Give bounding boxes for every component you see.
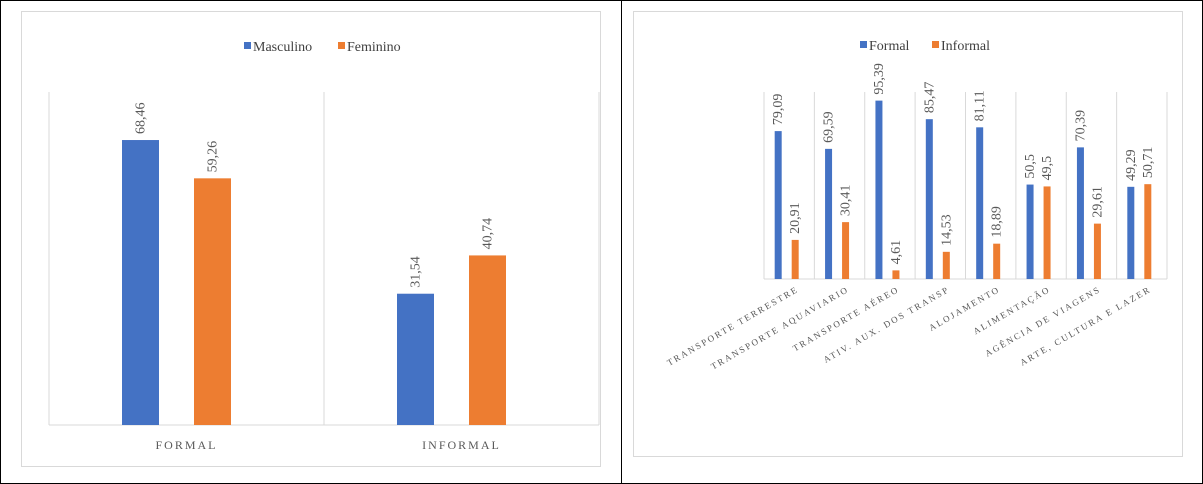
bar-informal	[842, 222, 850, 279]
bar-informal	[942, 251, 950, 279]
bar-feminino	[194, 178, 231, 425]
gender-formality-chart: Masculino Feminino 68,46 59,26 FORMAL 31,54 40…	[48, 40, 600, 452]
legend-label-informal: Informal	[941, 39, 990, 54]
bar-informal	[892, 270, 900, 279]
bar-formal	[774, 131, 782, 279]
category-label: FORMAL	[155, 438, 217, 452]
right-chart-area: Formal Informal 79,09 20,91 TRANSPORTE TERRE…	[633, 11, 1183, 457]
data-label: 29,61	[1090, 186, 1105, 218]
bar-informal	[1093, 223, 1101, 279]
bar-formal	[976, 127, 984, 279]
bar-masculino	[397, 293, 434, 425]
legend-swatch-informal	[932, 41, 939, 48]
data-label: 18,89	[990, 206, 1005, 238]
data-label: 31,54	[409, 256, 424, 288]
data-label: 79,09	[771, 94, 786, 126]
data-label: 20,91	[788, 202, 803, 234]
legend-label-formal: Formal	[869, 39, 910, 54]
left-chart-area: Masculino Feminino 68,46 59,26 FORMAL 31,54 40…	[21, 11, 601, 467]
bar-masculino	[122, 140, 159, 425]
bar-formal	[1076, 147, 1084, 279]
data-label: 4,61	[889, 240, 904, 265]
bar-informal	[791, 239, 799, 279]
legend-swatch-masculino	[244, 42, 251, 49]
legend-swatch-feminino	[338, 42, 345, 49]
data-label: 68,46	[134, 103, 149, 135]
bar-formal	[875, 100, 883, 279]
bar-informal	[1043, 186, 1051, 279]
bar-formal	[1127, 186, 1135, 279]
bar-formal	[1026, 184, 1034, 279]
data-label: 69,59	[822, 111, 837, 143]
bar-feminino	[469, 255, 506, 425]
data-label: 40,74	[481, 218, 496, 250]
data-label: 50,5	[1023, 154, 1038, 179]
legend-label-feminino: Feminino	[347, 40, 401, 55]
left-table-cell: Masculino Feminino 68,46 59,26 FORMAL 31,54 40…	[0, 0, 622, 484]
data-label: 85,47	[922, 82, 937, 114]
bar-informal	[1144, 184, 1152, 279]
data-label: 50,71	[1141, 147, 1156, 179]
category-label: INFORMAL	[422, 438, 501, 452]
data-label: 49,5	[1040, 156, 1055, 181]
data-label: 81,11	[973, 90, 988, 121]
data-label: 30,41	[839, 185, 854, 217]
bar-formal	[925, 119, 933, 279]
bar-informal	[993, 243, 1001, 279]
data-label: 95,39	[872, 63, 887, 95]
data-label: 49,29	[1124, 149, 1139, 181]
legend-label-masculino: Masculino	[253, 40, 312, 55]
right-table-cell: Formal Informal 79,09 20,91 TRANSPORTE TERRE…	[621, 0, 1203, 484]
data-label: 59,26	[206, 141, 221, 173]
bar-formal	[825, 148, 833, 279]
legend-swatch-formal	[860, 41, 867, 48]
data-label: 70,39	[1073, 110, 1088, 142]
data-label: 14,53	[939, 214, 954, 246]
